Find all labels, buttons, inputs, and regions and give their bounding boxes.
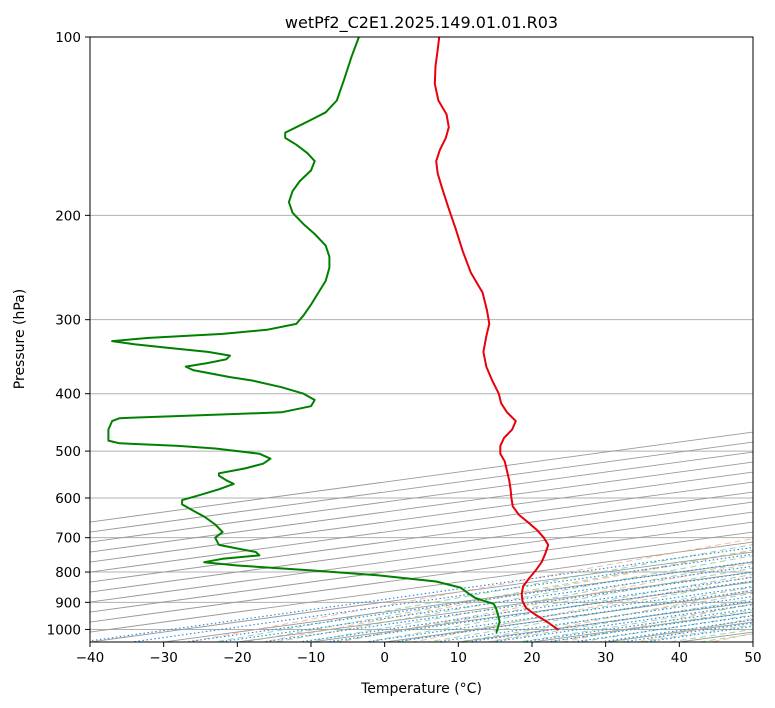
isotherm-line: [90, 481, 753, 573]
x-tick-label: −30: [149, 650, 178, 666]
mixing-ratio-line: [322, 580, 753, 642]
y-tick-label: 1000: [47, 622, 81, 638]
isotherm-line: [90, 541, 753, 633]
isotherm-line: [90, 531, 753, 623]
grid-layer: [90, 37, 753, 642]
plot-frame: [89, 36, 754, 643]
x-axis-title: Temperature (°C): [360, 681, 482, 697]
x-tick-label: 0: [380, 650, 389, 666]
x-tick-label: 10: [450, 650, 467, 666]
moist-adiabat-line: [302, 561, 753, 642]
mixing-ratio-line: [181, 561, 753, 642]
plot-background: [90, 37, 753, 642]
isotherm-line: [90, 501, 753, 593]
dry-adiabat-line: [186, 538, 753, 642]
curve-layer: [107, 37, 559, 633]
x-tick-label: −20: [223, 650, 252, 666]
y-tick-label: 500: [55, 444, 81, 460]
mixing-ratio-line: [390, 589, 753, 642]
isotherm-line: [90, 471, 753, 563]
moist-adiabat-line: [332, 567, 753, 642]
x-tick-label: 20: [523, 650, 540, 666]
moist-adiabat-line: [546, 609, 753, 642]
moist-adiabat-line: [393, 580, 753, 642]
chart-title: wetPf2_C2E1.2025.149.01.01.R03: [285, 13, 558, 33]
y-tick-label: 800: [55, 565, 81, 581]
y-tick-label: 600: [55, 491, 81, 507]
x-axis: −40 −30 −20 −10 0 10 20 30 40 50: [76, 642, 762, 666]
dry-adiabat-line: [559, 603, 753, 642]
y-tick-label: 200: [55, 208, 81, 224]
y-axis: 100 200 300 400 500 600 700 800 900 1000: [47, 30, 90, 638]
y-axis-title: Pressure (hPa): [12, 289, 28, 389]
mixing-ratio-line: [361, 585, 753, 642]
moist-adiabat-line: [454, 592, 753, 642]
dewpoint-profile: [107, 37, 501, 633]
dry-adiabat-line: [410, 575, 753, 642]
x-tick-label: 30: [597, 650, 614, 666]
isotherm-line: [90, 461, 753, 553]
temperature-profile: [433, 37, 559, 631]
isotherm-line: [90, 521, 753, 613]
x-tick-label: 40: [671, 650, 688, 666]
x-tick-label: 50: [744, 650, 761, 666]
y-tick-label: 100: [55, 30, 81, 46]
isotherm-line: [90, 511, 753, 603]
y-tick-label: 900: [55, 595, 81, 611]
y-tick-label: 300: [55, 313, 81, 329]
x-tick-label: −40: [76, 650, 105, 666]
y-tick-label: 700: [55, 531, 81, 547]
y-tick-label: 400: [55, 387, 81, 403]
mixing-ratio-line: [432, 595, 753, 642]
moist-adiabat-line: [485, 598, 753, 642]
isotherm-line: [90, 491, 753, 583]
x-tick-label: −10: [297, 650, 326, 666]
